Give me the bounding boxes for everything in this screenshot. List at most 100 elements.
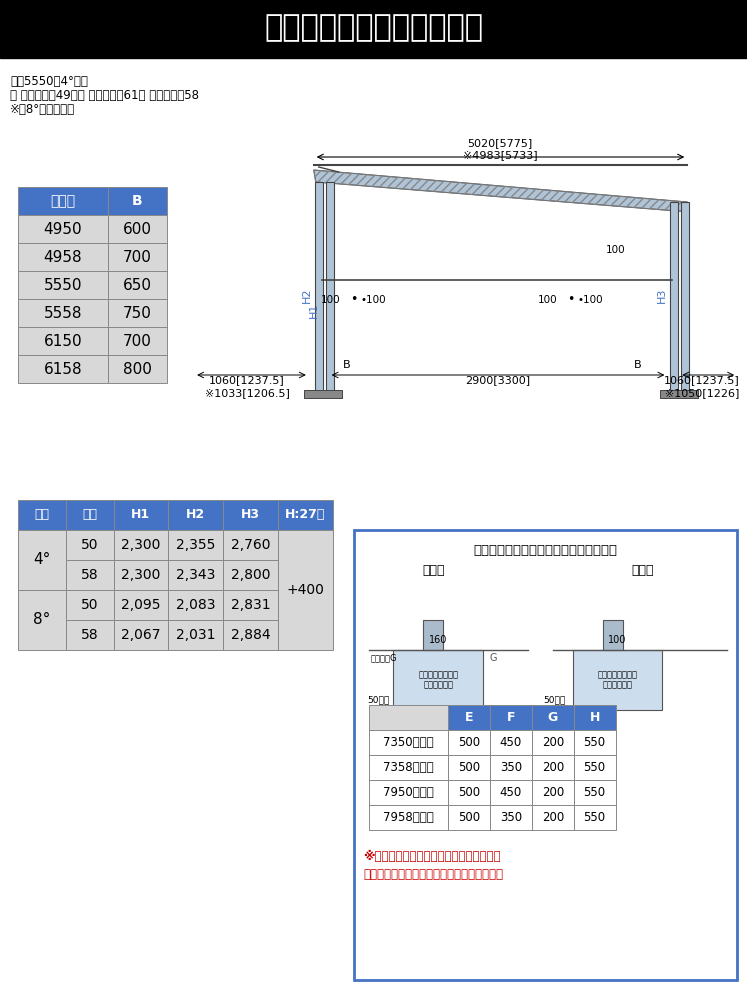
Text: 500: 500 [458, 736, 480, 749]
Text: H2: H2 [186, 509, 206, 522]
Bar [18, 500, 66, 530]
Text: G: G [548, 711, 558, 724]
Text: 緑強距離G: 緑強距離G [370, 653, 397, 662]
Text: 5020[5775]: 5020[5775] [467, 138, 532, 148]
Text: サイズ: サイズ [50, 194, 75, 208]
Bar [168, 530, 223, 560]
Bar [353, 530, 737, 980]
Text: 500: 500 [458, 786, 480, 799]
Text: 500: 500 [458, 761, 480, 774]
Text: 2,095: 2,095 [122, 598, 160, 612]
Text: B: B [132, 194, 142, 208]
Bar [573, 650, 662, 710]
Text: E: E [465, 711, 473, 724]
Text: 550: 550 [584, 736, 606, 749]
Text: 2,083: 2,083 [176, 598, 215, 612]
Text: 550: 550 [584, 761, 606, 774]
Text: 700: 700 [123, 334, 152, 349]
Bar [18, 299, 107, 327]
Text: 2,300: 2,300 [122, 568, 160, 582]
Text: 8°: 8° [33, 612, 50, 627]
Bar [670, 202, 678, 392]
Text: 4958: 4958 [44, 249, 82, 264]
Bar [423, 620, 443, 650]
Text: 350: 350 [500, 761, 522, 774]
Text: F: F [507, 711, 515, 724]
Text: 800: 800 [123, 362, 152, 377]
Bar [368, 705, 448, 730]
Text: 1060[1237.5]: 1060[1237.5] [664, 375, 740, 385]
Text: 58: 58 [81, 568, 98, 582]
Bar [532, 730, 574, 755]
Text: 4°: 4° [33, 553, 50, 568]
Bar [532, 755, 574, 780]
Bar [532, 705, 574, 730]
Bar [278, 500, 333, 530]
Text: 2900[3300]: 2900[3300] [466, 375, 530, 385]
Bar [315, 182, 322, 392]
Text: 200: 200 [542, 786, 564, 799]
Polygon shape [314, 170, 689, 212]
Bar [18, 590, 66, 650]
Bar [574, 805, 616, 830]
Bar [368, 780, 448, 805]
Text: 450: 450 [500, 786, 522, 799]
Text: 2,831: 2,831 [231, 598, 270, 612]
Bar [223, 560, 278, 590]
Text: 550: 550 [584, 811, 606, 824]
Text: H:27柱: H:27柱 [285, 509, 326, 522]
Bar [490, 705, 532, 730]
Text: 50: 50 [81, 598, 98, 612]
Bar [168, 500, 223, 530]
Text: 550: 550 [584, 786, 606, 799]
Text: 奥行: 奥行 [82, 509, 98, 522]
Bar [113, 530, 168, 560]
Bar [66, 590, 113, 620]
Text: 100: 100 [321, 295, 340, 305]
Text: 58: 58 [81, 628, 98, 642]
Text: 7950サイズ: 7950サイズ [383, 786, 433, 799]
Bar [66, 560, 113, 590]
Text: 5550: 5550 [44, 277, 82, 292]
Text: 200: 200 [542, 811, 564, 824]
Bar [223, 500, 278, 530]
Text: ※1050[1226]: ※1050[1226] [665, 388, 740, 398]
Bar [113, 590, 168, 620]
Text: ※サイドパネルを取り付ける場合、柱部の
　基礎は独立基礎寸法で施工してください。: ※サイドパネルを取り付ける場合、柱部の 基礎は独立基礎寸法で施工してください。 [364, 850, 503, 881]
Text: 600: 600 [123, 222, 152, 237]
Bar [490, 755, 532, 780]
Text: 650: 650 [123, 277, 152, 292]
Text: 50以上: 50以上 [368, 696, 389, 705]
Bar [532, 805, 574, 830]
Text: ※4983[5733]: ※4983[5733] [463, 150, 537, 160]
Bar [107, 243, 167, 271]
Bar [278, 530, 333, 650]
Bar [107, 355, 167, 383]
Text: 100: 100 [606, 245, 625, 255]
Text: 7350サイズ: 7350サイズ [383, 736, 433, 749]
Text: 寸法図（単位ｍｍ）２－２: 寸法図（単位ｍｍ）２－２ [264, 14, 483, 43]
Bar [223, 530, 278, 560]
Bar [326, 182, 334, 392]
Text: H1: H1 [309, 302, 319, 318]
Text: B: B [343, 360, 350, 370]
Text: 勾配: 勾配 [34, 509, 50, 522]
Bar [107, 299, 167, 327]
Text: •: • [350, 293, 357, 306]
Bar [448, 755, 490, 780]
Bar [66, 530, 113, 560]
Text: 間口側: 間口側 [422, 564, 445, 577]
Text: 6150: 6150 [44, 334, 82, 349]
Text: 50: 50 [81, 538, 98, 552]
Bar [18, 243, 107, 271]
Bar [0, 0, 747, 58]
Bar [681, 202, 689, 392]
Text: H2: H2 [302, 287, 312, 303]
Text: H3: H3 [241, 509, 260, 522]
Text: 土間コンクリート
（鉄筋入り）: 土間コンクリート （鉄筋入り） [419, 670, 458, 690]
Text: 1060[1237.5]: 1060[1237.5] [209, 375, 285, 385]
Bar [168, 560, 223, 590]
Text: 160: 160 [429, 635, 448, 645]
Bar [66, 620, 113, 650]
Bar [113, 500, 168, 530]
